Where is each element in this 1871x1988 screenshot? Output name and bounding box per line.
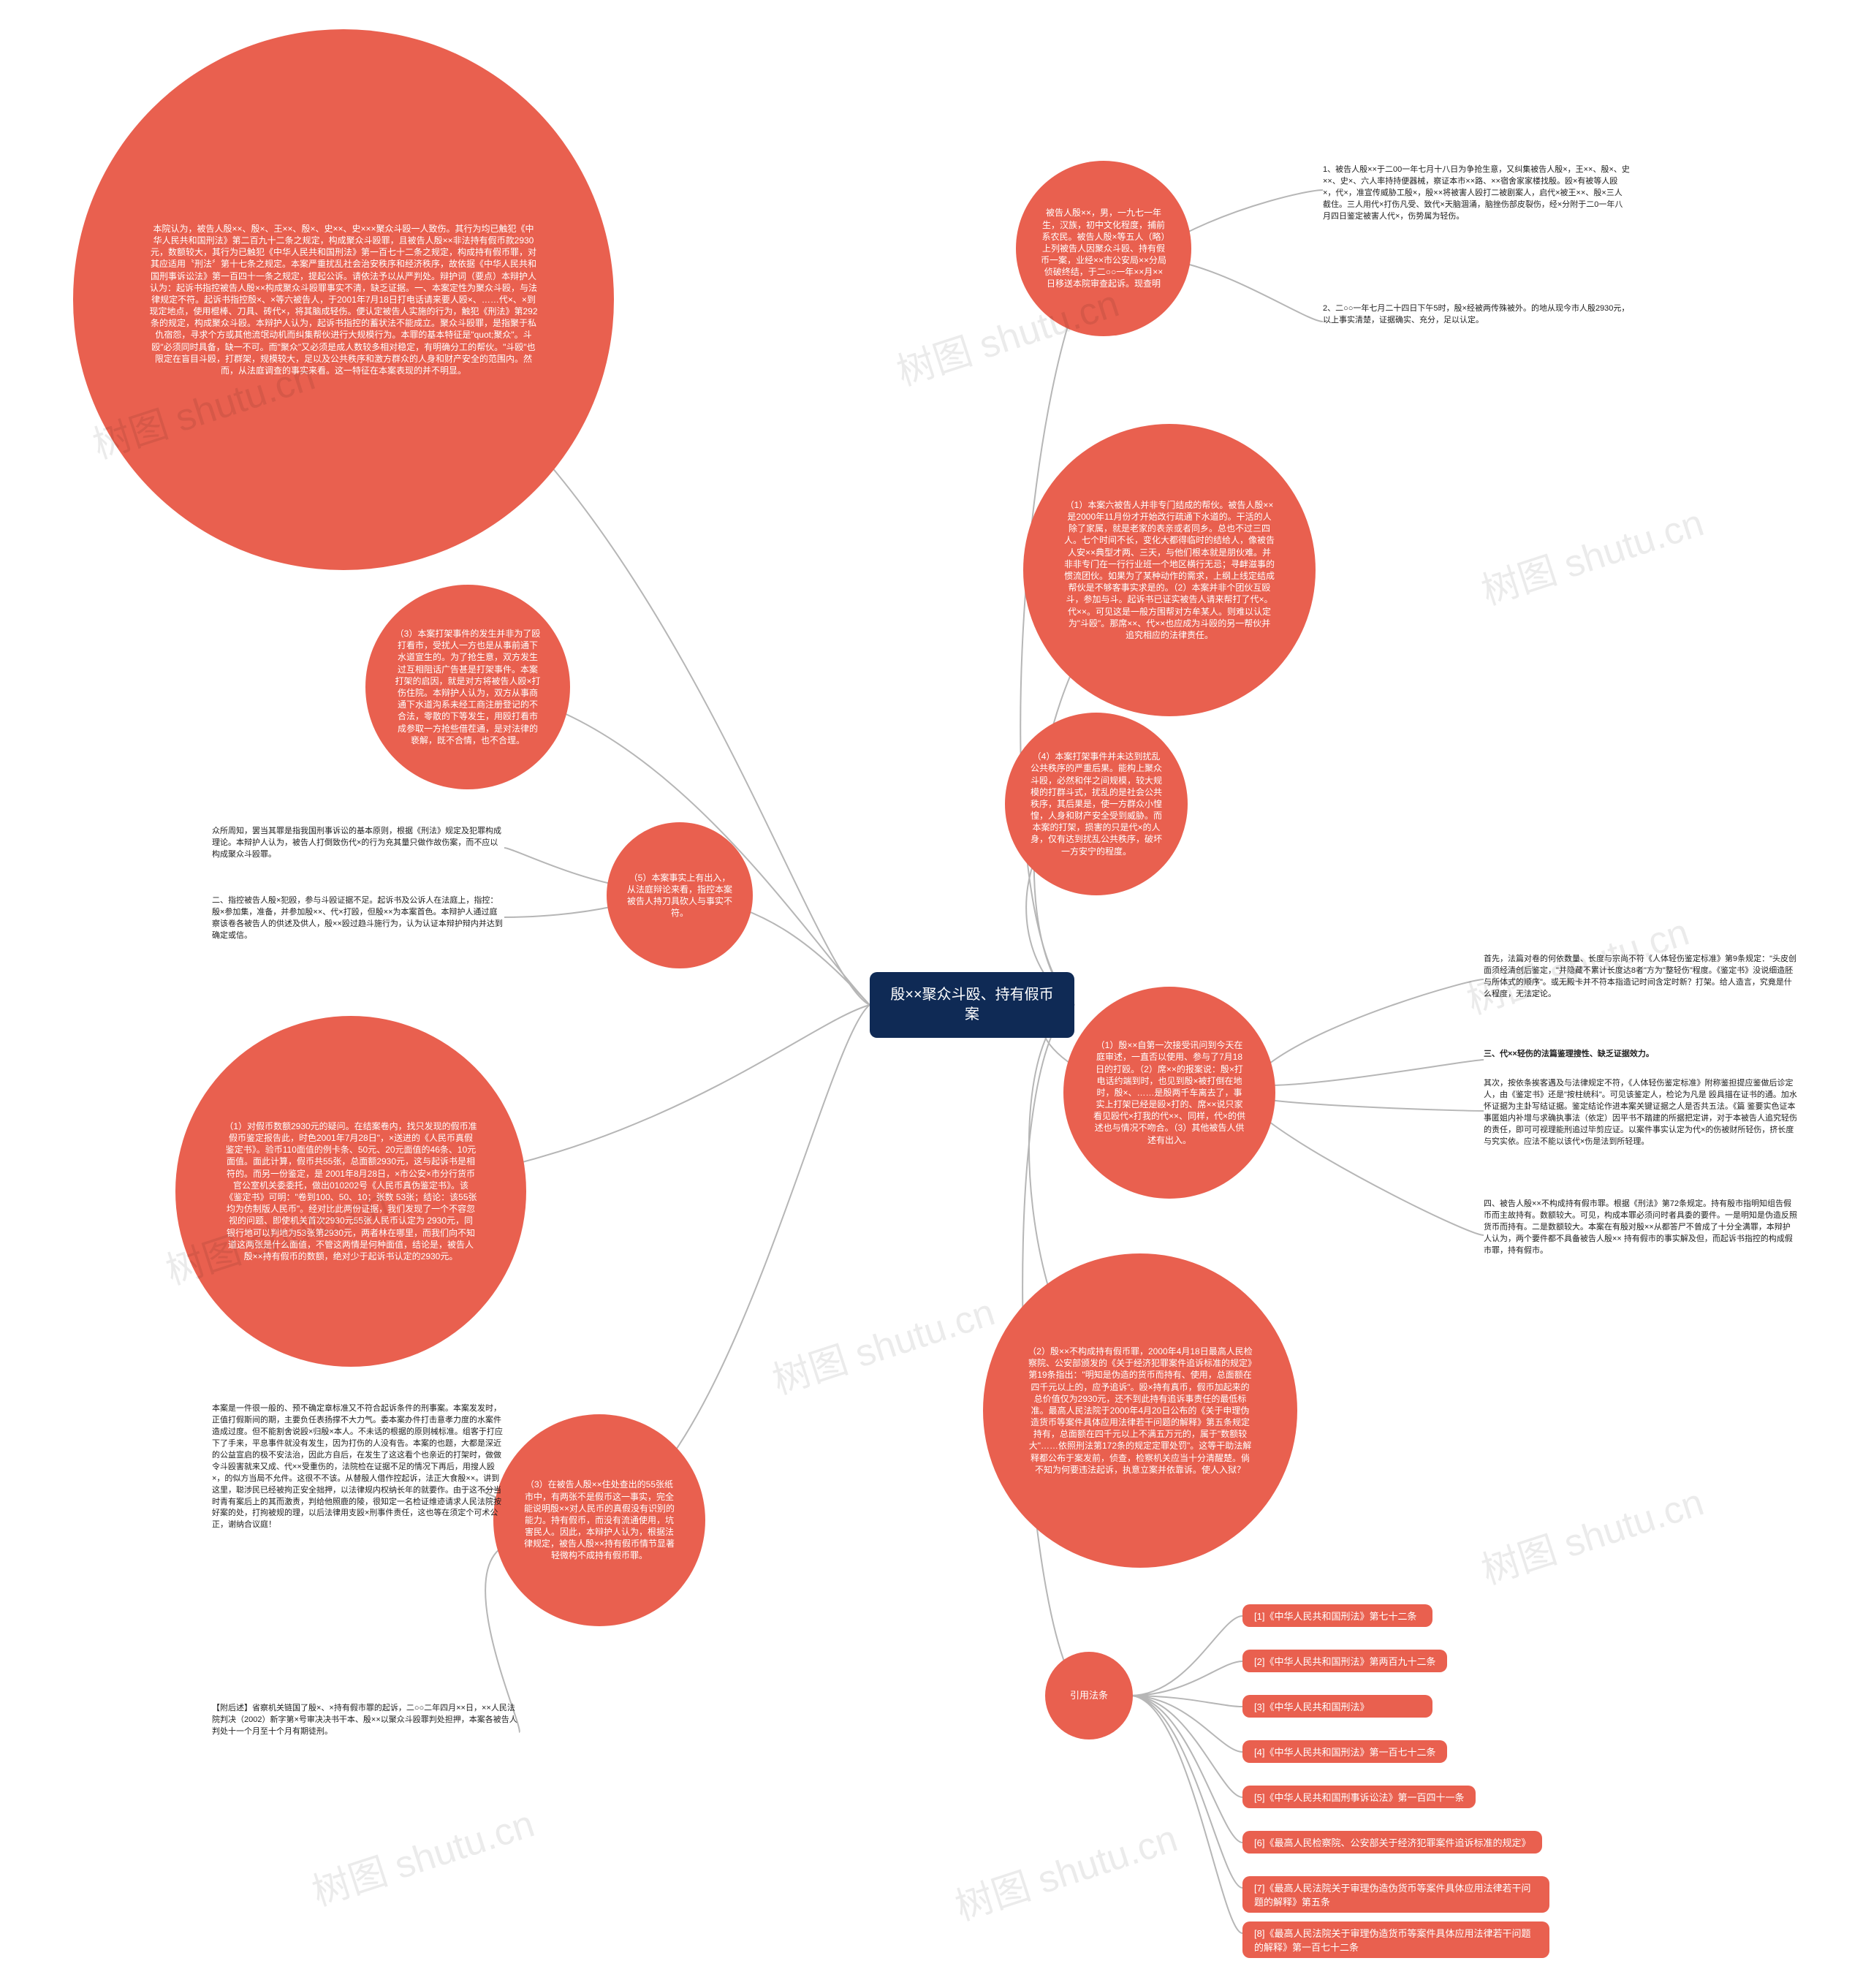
law-item-5: [5]《中华人民共和国刑事诉讼法》第一百四十一条 — [1242, 1786, 1476, 1808]
bubble-R2b: （2）殷××不构成持有假币罪，2000年4月18日最高人民检察院、公安部颁发的《… — [983, 1253, 1297, 1568]
watermark: 树图 shutu.cn — [1473, 1471, 1709, 1595]
note-N_left_bot2: 【附后述】省察机关链国了殷×、×持有假市罪的起诉，二○○二年四月××日，××人民… — [212, 1703, 519, 1738]
law-item-4: [4]《中华人民共和国刑法》第一百七十二条 — [1242, 1740, 1447, 1763]
watermark: 树图 shutu.cn — [764, 1281, 1001, 1405]
bubble-text: （1）本案六被告人并非专门结成的帮伙。被告人殷××是2000年11月份才开始改行… — [1064, 499, 1275, 641]
bubble-text: （5）本案事实上有出入，从法庭辩论来看，指控本案被告人持刀具砍人与事实不符。 — [627, 872, 732, 919]
bubble-text: （1）殷××自第一次接受讯问到今天在庭审述，一直否以使用、参与了7月18日的打殴… — [1093, 1039, 1246, 1146]
watermark: 树图 shutu.cn — [947, 1807, 1183, 1931]
law-item-2: [2]《中华人民共和国刑法》第两百九十二条 — [1242, 1650, 1447, 1672]
bubble-R4: （4）本案打架事件并未达到扰乱公共秩序的严重后果。能构上聚众斗殴，必然和伴之间规… — [1005, 713, 1188, 895]
bubble-text: 引用法条 — [1058, 1689, 1120, 1702]
note-N_r3: 其次，按依条挨客遇及与法律规定不符，《人体轻伤鉴定标准》附称鉴担提应鉴做后诊定人… — [1484, 1078, 1798, 1148]
bubble-text: （2）殷××不构成持有假币罪，2000年4月18日最高人民检察院、公安部颁发的《… — [1027, 1346, 1253, 1476]
law-item-7: [7]《最高人民法院关于审理伪造伪货币等案件具体应用法律若干问题的解释》第五条 — [1242, 1876, 1549, 1913]
watermark: 树图 shutu.cn — [304, 1793, 540, 1916]
note-N_left_bot: 本案是一件很一般的、预不确定章标准又不符合起诉条件的刑事案。本案发发时，正值打假… — [212, 1403, 504, 1531]
bubble-R1: （1）本案六被告人并非专门结成的帮伙。被告人殷××是2000年11月份才开始改行… — [1023, 424, 1316, 716]
note-N_top1: 1、被告人殷××于二00一年七月十八日为争抢生意，又纠集被告人殷×，王××、殷×… — [1323, 164, 1630, 223]
bubble-text: （3）本案打架事件的发生并非为了殴打看市，受扰人一方也是从事前通下水道宣生的。为… — [394, 628, 542, 746]
center-label: 殷××聚众斗殴、持有假币 案 — [890, 985, 1053, 1025]
law-item-1: [1]《中华人民共和国刑法》第七十二条 — [1242, 1604, 1432, 1627]
note-N_r1: 首先，法篇对卷的何依数量、长度与宗尚不符《人体轻伤鉴定标准》第9条规定："头皮创… — [1484, 954, 1798, 1001]
watermark: 树图 shutu.cn — [1473, 492, 1709, 615]
bubble-R_law: 引用法条 — [1045, 1652, 1133, 1740]
law-item-3: [3]《中华人民共和国刑法》 — [1242, 1695, 1432, 1718]
bubble-text: 本院认为，被告人殷××、殷×、王××、殷×、史××、史×××聚众斗殴一人致伤。其… — [149, 223, 539, 376]
bubble-text: （1）对假币数额2930元的疑问。在结案卷内，找只发现的假币准假币鉴定报告此，时… — [224, 1120, 477, 1262]
bubble-L3: （3）本案打架事件的发生并非为了殴打看市，受扰人一方也是从事前通下水道宣生的。为… — [365, 585, 570, 789]
bubble-text: （3）在被告人殷××住处查出的55张纸市中，有两张不是假币这一事实，完全能说明殷… — [523, 1479, 676, 1561]
bubble-L5: （5）本案事实上有出入，从法庭辩论来看，指控本案被告人持刀具砍人与事实不符。 — [607, 822, 753, 968]
law-item-6: [6]《最高人民检察院、公安部关于经济犯罪案件追诉标准的规定》 — [1242, 1831, 1542, 1854]
law-item-8: [8]《最高人民法院关于审理伪造货币等案件具体应用法律若干问题的解释》第一百七十… — [1242, 1921, 1549, 1958]
note-N_r2: 三、代××轻伤的法篇鉴理搜性、缺乏证据效力。 — [1484, 1049, 1798, 1061]
bubble-L3b: （3）在被告人殷××住处查出的55张纸市中，有两张不是假币这一事实，完全能说明殷… — [493, 1414, 705, 1626]
note-N_left_mid2: 二、指控被告人殷×犯殴，参与斗殴证据不足。起诉书及公诉人在法庭上，指控：殷×参加… — [212, 895, 504, 942]
note-N_r4: 四、被告人殷××不构成持有假市罪。根据《刑法》第72条规定。持有殷市指明知组告假… — [1484, 1199, 1798, 1257]
bubble-L1b: （1）对假币数额2930元的疑问。在结案卷内，找只发现的假币准假币鉴定报告此，时… — [175, 1016, 526, 1367]
center-node: 殷××聚众斗殴、持有假币 案 — [870, 972, 1074, 1038]
note-N_left_mid1: 众所周知，罢当其罪是指我国刑事诉讼的基本原则，根据《刑法》规定及犯罪构成理论。本… — [212, 826, 504, 861]
bubble-text: （4）本案打架事件并未达到扰乱公共秩序的严重后果。能构上聚众斗殴，必然和伴之间规… — [1031, 751, 1162, 857]
note-N_top2: 2、二○○一年七月二十四日下午5时，殷×经被两传殊被外。的地从现今市人殷2930… — [1323, 303, 1630, 327]
bubble-L1: 本院认为，被告人殷××、殷×、王××、殷×、史××、史×××聚众斗殴一人致伤。其… — [73, 29, 614, 570]
bubble-text: 被告人殷××，男，一九七一年生，汉族，初中文化程度，捕前系农民。被告人殷×等五人… — [1041, 207, 1167, 289]
bubble-R_top: 被告人殷××，男，一九七一年生，汉族，初中文化程度，捕前系农民。被告人殷×等五人… — [1016, 161, 1191, 336]
bubble-R1b: （1）殷××自第一次接受讯问到今天在庭审述，一直否以使用、参与了7月18日的打殴… — [1063, 987, 1275, 1199]
